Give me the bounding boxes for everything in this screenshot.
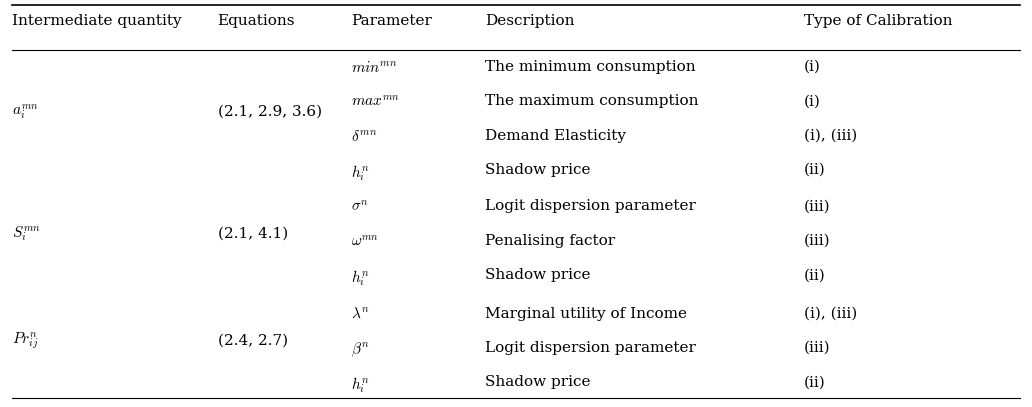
Text: $\sigma^{n}$: $\sigma^{n}$ [351,199,369,214]
Text: (ii): (ii) [804,163,826,177]
Text: (i): (i) [804,94,821,108]
Text: Marginal utility of Income: Marginal utility of Income [485,306,687,321]
Text: (ii): (ii) [804,375,826,389]
Text: $S_i^{mn}$: $S_i^{mn}$ [11,224,40,243]
Text: $\beta^{n}$: $\beta^{n}$ [351,341,370,359]
Text: Penalising factor: Penalising factor [485,234,615,248]
Text: (i): (i) [804,60,821,74]
Text: $min^{mn}$: $min^{mn}$ [351,60,397,75]
Text: (iii): (iii) [804,341,831,355]
Text: (2.4, 2.7): (2.4, 2.7) [218,334,288,348]
Text: (i), (iii): (i), (iii) [804,306,858,321]
Text: Shadow price: Shadow price [485,375,590,389]
Text: (2.1, 2.9, 3.6): (2.1, 2.9, 3.6) [218,105,322,118]
Text: Parameter: Parameter [351,13,432,28]
Text: $a_i^{mn}$: $a_i^{mn}$ [11,102,38,121]
Text: Shadow price: Shadow price [485,268,590,282]
Text: $Pr_{ij}^{n}$: $Pr_{ij}^{n}$ [11,330,38,351]
Text: (2.1, 4.1): (2.1, 4.1) [218,227,288,241]
Text: $\lambda^{n}$: $\lambda^{n}$ [351,306,370,321]
Text: Shadow price: Shadow price [485,163,590,177]
Text: Intermediate quantity: Intermediate quantity [11,13,182,28]
Text: Logit dispersion parameter: Logit dispersion parameter [485,199,696,213]
Text: The maximum consumption: The maximum consumption [485,94,699,108]
Text: $\delta^{mn}$: $\delta^{mn}$ [351,129,378,144]
Text: (iii): (iii) [804,234,831,248]
Text: $max^{mn}$: $max^{mn}$ [351,94,400,109]
Text: $h_i^{n}$: $h_i^{n}$ [351,268,370,288]
Text: (iii): (iii) [804,199,831,213]
Text: $h_i^{n}$: $h_i^{n}$ [351,163,370,183]
Text: Logit dispersion parameter: Logit dispersion parameter [485,341,696,355]
Text: Equations: Equations [218,13,295,28]
Text: $\omega^{mn}$: $\omega^{mn}$ [351,234,380,249]
Text: (i), (iii): (i), (iii) [804,129,858,143]
Text: $h_i^{n}$: $h_i^{n}$ [351,375,370,395]
Text: Type of Calibration: Type of Calibration [804,13,953,28]
Text: Demand Elasticity: Demand Elasticity [485,129,626,143]
Text: (ii): (ii) [804,268,826,282]
Text: Description: Description [485,13,575,28]
Text: The minimum consumption: The minimum consumption [485,60,696,74]
